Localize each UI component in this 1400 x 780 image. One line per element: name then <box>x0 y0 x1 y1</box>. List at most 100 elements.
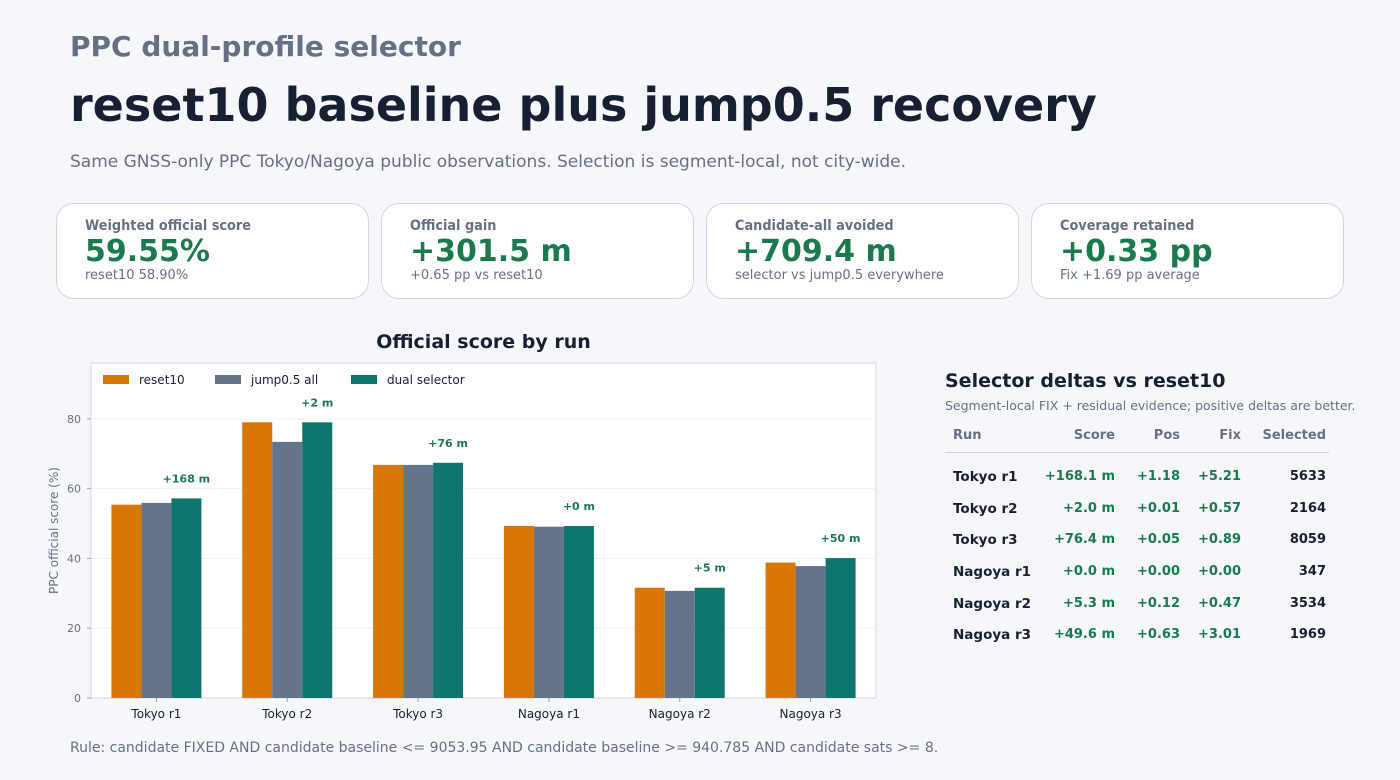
y-axis-label: PPC official score (%) <box>47 467 61 594</box>
legend-swatch <box>351 375 377 384</box>
table-row: Tokyo r2 +2.0 m +0.01 +0.57 2164 <box>945 501 1329 533</box>
card-label: Weighted official score <box>85 218 251 234</box>
legend-label: dual selector <box>387 373 465 387</box>
x-tick-label: Nagoya r1 <box>518 707 580 721</box>
legend-label: jump0.5 all <box>250 373 318 387</box>
card-note: +0.65 pp vs reset10 <box>410 268 543 283</box>
col-header-selected: Selected <box>1262 428 1327 443</box>
x-tick-label: Tokyo r1 <box>130 707 181 721</box>
bar-annotation: +2 m <box>301 396 333 409</box>
y-tick-label: 20 <box>67 622 81 635</box>
run-cell: Tokyo r2 <box>953 500 1018 517</box>
card-note: Fix +1.69 pp average <box>1060 268 1200 283</box>
table-row: Tokyo r3 +76.4 m +0.05 +0.89 8059 <box>945 532 1329 564</box>
selected-cell: 347 <box>1298 564 1326 580</box>
pos-cell: +0.01 <box>1137 500 1180 516</box>
bar-annotation: +168 m <box>163 472 210 485</box>
bar-dual-selector <box>171 498 202 698</box>
fix-cell: +0.57 <box>1198 500 1241 516</box>
bar-annotation: +50 m <box>821 532 861 545</box>
selected-cell: 3534 <box>1289 595 1326 611</box>
bar-jump0-5-all <box>272 441 303 698</box>
y-tick-label: 60 <box>67 483 81 496</box>
bar-annotation: +76 m <box>428 437 468 450</box>
table-row: Nagoya r2 +5.3 m +0.12 +0.47 3534 <box>945 596 1329 628</box>
run-cell: Nagoya r2 <box>953 595 1032 612</box>
card-label: Official gain <box>410 218 497 234</box>
pos-cell: +0.05 <box>1137 532 1180 548</box>
card-note: reset10 58.90% <box>85 268 189 283</box>
page-title: reset10 baseline plus jump0.5 recovery <box>70 78 1097 132</box>
panel-title: Selector deltas vs reset10 <box>945 370 1226 392</box>
table-body: Tokyo r1 +168.1 m +1.18 +5.21 5633 Tokyo r2 +2… <box>945 453 1329 659</box>
bar-jump0-5-all <box>664 590 695 698</box>
selector-deltas-panel: Selector deltas vs reset10 Segment-local… <box>945 370 1385 643</box>
card-coverage-retained: Coverage retained +0.33 pp Fix +1.69 pp … <box>1031 203 1344 299</box>
pos-cell: +1.18 <box>1137 469 1180 484</box>
bar-jump0-5-all <box>795 566 826 698</box>
table-row: Tokyo r1 +168.1 m +1.18 +5.21 5633 <box>945 469 1329 501</box>
col-header-pos: Pos <box>1153 428 1180 443</box>
legend-label: reset10 <box>139 373 185 387</box>
table-row: Nagoya r1 +0.0 m +0.00 +0.00 347 <box>945 564 1329 596</box>
bar-dual-selector <box>433 462 464 698</box>
col-header-score: Score <box>1073 428 1115 443</box>
bar-dual-selector <box>825 558 856 698</box>
card-candidate-avoided: Candidate-all avoided +709.4 m selector … <box>706 203 1019 299</box>
fix-cell: +0.47 <box>1198 595 1241 611</box>
bar-annotation: +0 m <box>563 500 595 513</box>
y-tick-label: 0 <box>74 692 81 705</box>
col-header-run: Run <box>953 428 982 443</box>
run-cell: Nagoya r1 <box>953 564 1032 581</box>
score-cell: +49.6 m <box>1053 627 1115 643</box>
bar-reset10 <box>111 504 142 698</box>
bar-jump0-5-all <box>533 526 564 698</box>
fix-cell: +0.00 <box>1198 564 1241 580</box>
score-cell: +5.3 m <box>1063 595 1115 611</box>
bar-reset10 <box>765 562 796 698</box>
panel-subtitle: Segment-local FIX + residual evidence; p… <box>945 398 1356 413</box>
score-cell: +76.4 m <box>1053 532 1115 548</box>
bar-dual-selector <box>694 587 725 698</box>
plot-area <box>90 362 877 699</box>
page-subtitle: Same GNSS-only PPC Tokyo/Nagoya public o… <box>70 152 906 172</box>
pos-cell: +0.00 <box>1137 564 1180 580</box>
fix-cell: +0.89 <box>1198 532 1241 548</box>
y-tick-label: 80 <box>67 413 81 426</box>
bar-reset10 <box>242 422 273 698</box>
bar-jump0-5-all <box>141 502 172 698</box>
bar-annotation: +5 m <box>694 562 726 575</box>
bar-dual-selector <box>563 525 594 698</box>
x-tick-label: Tokyo r3 <box>392 707 443 721</box>
x-tick-label: Nagoya r2 <box>649 707 711 721</box>
card-value: +0.33 pp <box>1060 234 1213 269</box>
official-score-chart: 0 20 40 60 80 PPC official score (%) +168 m Tok… <box>47 362 877 721</box>
x-tick-label: Nagoya r3 <box>780 707 842 721</box>
table-header: Run Score Pos Fix Selected <box>945 428 1329 453</box>
card-value: +709.4 m <box>735 234 897 269</box>
summary-cards: Weighted official score 59.55% reset10 5… <box>56 203 1346 301</box>
run-cell: Tokyo r3 <box>953 532 1018 549</box>
card-value: +301.5 m <box>410 234 572 269</box>
card-label: Coverage retained <box>1060 218 1195 234</box>
y-tick-label: 40 <box>67 552 81 565</box>
bar-reset10 <box>373 464 404 698</box>
card-note: selector vs jump0.5 everywhere <box>735 268 944 283</box>
selected-cell: 2164 <box>1289 500 1326 516</box>
card-label: Candidate-all avoided <box>735 218 894 234</box>
bar-reset10 <box>634 587 665 698</box>
fix-cell: +3.01 <box>1198 627 1241 643</box>
score-cell: +2.0 m <box>1063 500 1115 516</box>
pos-cell: +0.63 <box>1137 627 1180 643</box>
run-cell: Tokyo r1 <box>953 469 1018 485</box>
selection-rule-note: Rule: candidate FIXED AND candidate base… <box>70 740 939 756</box>
pos-cell: +0.12 <box>1137 595 1180 611</box>
col-header-fix: Fix <box>1219 428 1241 443</box>
card-value: 59.55% <box>85 234 210 269</box>
table-row: Nagoya r3 +49.6 m +0.63 +3.01 1969 <box>945 627 1329 659</box>
x-tick-label: Tokyo r2 <box>261 707 312 721</box>
selected-cell: 1969 <box>1289 627 1326 643</box>
fix-cell: +5.21 <box>1198 469 1241 484</box>
chart-title: Official score by run <box>376 331 591 353</box>
card-weighted-score: Weighted official score 59.55% reset10 5… <box>56 203 369 299</box>
